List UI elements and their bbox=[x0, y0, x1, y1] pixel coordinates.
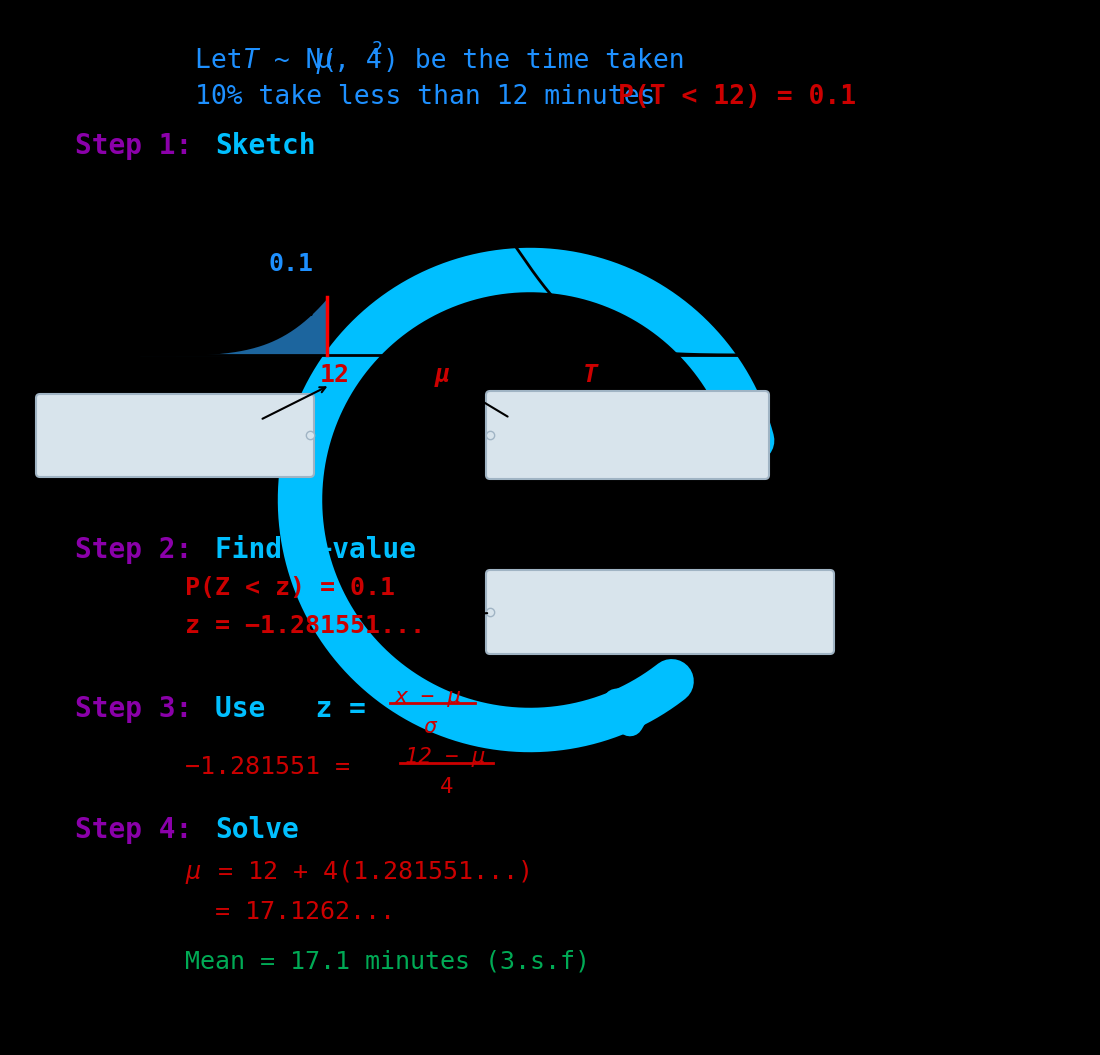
Text: Solve: Solve bbox=[214, 816, 299, 844]
Text: Step 3:: Step 3: bbox=[75, 695, 192, 723]
Text: 4: 4 bbox=[440, 776, 453, 797]
Text: = 12 + 4(1.281551...): = 12 + 4(1.281551...) bbox=[204, 860, 534, 884]
Text: T: T bbox=[243, 47, 258, 74]
Text: Step 1:: Step 1: bbox=[75, 132, 192, 160]
FancyBboxPatch shape bbox=[36, 394, 314, 477]
Text: T: T bbox=[583, 363, 598, 387]
Text: 12 − μ: 12 − μ bbox=[405, 747, 485, 767]
Text: μ: μ bbox=[185, 860, 200, 884]
Text: The mean will be: The mean will be bbox=[526, 409, 728, 429]
Text: , 4: , 4 bbox=[334, 47, 382, 74]
Text: z = −1.281551...: z = −1.281551... bbox=[185, 614, 425, 638]
FancyBboxPatch shape bbox=[486, 570, 834, 654]
Text: will be negative: will be negative bbox=[74, 440, 276, 462]
Text: 10% take less than 12 minutes: 10% take less than 12 minutes bbox=[195, 84, 656, 110]
Text: P(T < 12) = 0.1: P(T < 12) = 0.1 bbox=[618, 84, 856, 110]
Text: Use Inverse Normal: Use Inverse Normal bbox=[547, 586, 773, 606]
Text: x − μ: x − μ bbox=[395, 687, 462, 707]
Text: σ: σ bbox=[424, 717, 437, 737]
Text: Find z−value: Find z−value bbox=[214, 536, 416, 564]
Text: 2: 2 bbox=[372, 40, 383, 58]
Text: 0.1: 0.1 bbox=[268, 252, 313, 276]
Text: μ: μ bbox=[434, 363, 450, 387]
Text: Mean = 17.1 minutes (3.s.f): Mean = 17.1 minutes (3.s.f) bbox=[185, 950, 590, 974]
Text: ~ N(: ~ N( bbox=[258, 47, 338, 74]
Text: Step 2:: Step 2: bbox=[75, 536, 192, 564]
Text: = 17.1262...: = 17.1262... bbox=[214, 900, 395, 924]
Text: P(Z < z) = 0.1: P(Z < z) = 0.1 bbox=[185, 576, 395, 600]
FancyBboxPatch shape bbox=[486, 391, 769, 479]
Text: −1.281551 =: −1.281551 = bbox=[185, 755, 365, 779]
Text: Step 4:: Step 4: bbox=[75, 816, 192, 844]
Text: Let: Let bbox=[195, 47, 258, 74]
Text: Sketch: Sketch bbox=[214, 132, 316, 160]
Text: Distribution function: Distribution function bbox=[527, 616, 793, 636]
Text: μ: μ bbox=[316, 47, 332, 74]
Text: ) be the time taken: ) be the time taken bbox=[383, 47, 684, 74]
Text: 12: 12 bbox=[320, 363, 350, 387]
Text: The z−value: The z−value bbox=[106, 414, 244, 434]
Text: Use   z =: Use z = bbox=[214, 695, 383, 723]
Text: bigger than 12: bigger than 12 bbox=[539, 437, 715, 459]
